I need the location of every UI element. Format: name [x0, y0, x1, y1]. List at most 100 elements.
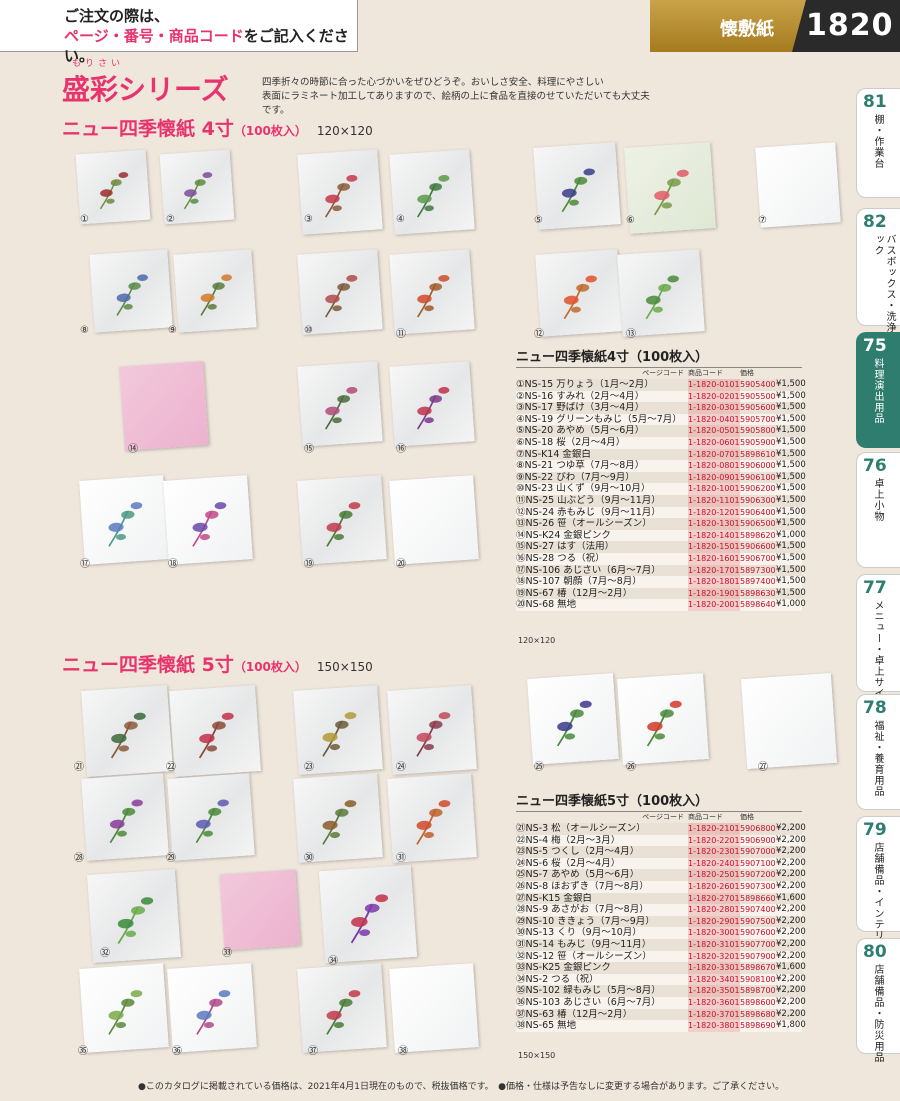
chapter-tab-78[interactable]: 78 福祉・養育用品 — [856, 694, 900, 810]
chapter-tab-76[interactable]: 76 卓上小物 — [856, 452, 900, 568]
floral-motif-icon — [563, 275, 597, 320]
thumbnail-number: ㉚ — [304, 853, 314, 864]
page-code: 1-1820-3001 — [688, 927, 740, 939]
thumbnail-number: ㊱ — [172, 1046, 182, 1057]
item-name: ⑯NS-28 つる（祝） — [516, 552, 605, 564]
table-row: ⑮NS-27 はす（法用） 1-1820-1501 5906600 ¥1,500 — [516, 541, 806, 553]
product-code: 5898660 — [740, 893, 776, 903]
price: ¥1,500 — [776, 494, 806, 505]
item-name: ㉗NS-K15 金銀白 — [516, 892, 592, 904]
chapter-tab-79[interactable]: 79 店舗備品・インテリア — [856, 816, 900, 952]
item-name: ⑭NS-K24 金銀ピンク — [516, 529, 611, 541]
page-code: 1-1820-0801 — [688, 460, 740, 472]
price: ¥2,200 — [776, 927, 806, 938]
floral-motif-icon — [183, 172, 213, 210]
page-code: 1-1820-1201 — [688, 506, 740, 519]
floral-motif-icon — [325, 274, 358, 318]
table-row: ㊱NS-103 あじさい（6月～7月） 1-1820-3601 5898600 ¥2,… — [516, 996, 806, 1009]
floral-motif-icon — [322, 800, 357, 845]
table-5sun-header: ページコード 商品コード 価格 — [516, 812, 802, 823]
product-code: 5907900 — [740, 951, 776, 961]
tab-label: 店舗備品・インテリア — [872, 842, 883, 952]
price: ¥2,200 — [776, 857, 806, 868]
item-name: ㉕NS-7 あやめ（5月～6月） — [516, 869, 640, 881]
price: ¥2,200 — [776, 869, 806, 880]
floral-motif-icon — [326, 502, 361, 547]
thumbnail-number: ⑩ — [304, 325, 313, 336]
item-name: ①NS-15 万りょう（1月～2月） — [516, 379, 654, 390]
footer-note: ●このカタログに掲載されている価格は、2021年4月1日現在のもので、税抜価格で… — [138, 1082, 785, 1092]
thumbnail-number: ⑰ — [80, 559, 90, 570]
table-row: ㉝NS-K25 金銀ピンク 1-1820-3301 5898670 ¥1,600 — [516, 962, 806, 974]
product-thumbnail — [293, 685, 383, 775]
product-thumbnail — [159, 149, 235, 225]
price: ¥1,600 — [776, 892, 806, 903]
chapter-tab-75[interactable]: 75 料理演出用品 — [856, 332, 900, 448]
product-code: 5898640 — [740, 600, 776, 610]
item-name: ㉑NS-3 松（オールシーズン） — [516, 823, 646, 834]
product-code: 5905800 — [740, 426, 776, 436]
page-code: 1-1820-2201 — [688, 834, 740, 847]
item-name: ㊳NS-65 無地 — [516, 1020, 577, 1032]
chapter-tab-77[interactable]: 77 メニュー・卓上サイン — [856, 574, 900, 710]
floral-motif-icon — [653, 169, 689, 216]
product-thumbnail — [297, 475, 387, 565]
product-code: 5905400 — [740, 380, 776, 389]
item-name: ⑰NS-106 あじさい（6月～7月） — [516, 564, 661, 576]
product-thumbnail — [79, 963, 169, 1053]
price: ¥1,500 — [776, 379, 806, 389]
chapter-tab-81[interactable]: 81 棚・作業台 — [856, 88, 900, 198]
floral-motif-icon — [116, 274, 149, 316]
page-code: 1-1820-1801 — [688, 576, 740, 588]
thumbnail-number: ⑱ — [168, 559, 178, 570]
product-thumbnail — [318, 864, 418, 964]
table-row: ㉟NS-102 緑もみじ（5月～8月） 1-1820-3501 5898700 ¥2,… — [516, 985, 806, 997]
page-code: 1-1820-3501 — [688, 985, 740, 997]
price: ¥2,200 — [776, 938, 806, 949]
floral-motif-icon — [417, 274, 450, 318]
price: ¥2,200 — [776, 973, 806, 984]
table-row: ⑤NS-20 あやめ（5月～6月） 1-1820-0501 5905800 ¥1,50… — [516, 425, 806, 437]
product-thumbnail — [119, 361, 209, 451]
table-row: ㉚NS-13 くり（9月～10月） 1-1820-3001 5907600 ¥2,20… — [516, 927, 806, 939]
product-code: 5906900 — [740, 835, 776, 845]
tab-number: 78 — [863, 698, 887, 718]
chapter-tab-80[interactable]: 80 店舗備品・防災用品 — [856, 938, 900, 1063]
table-row: ㉔NS-6 桜（2月～4月） 1-1820-2401 5907100 ¥2,200 — [516, 857, 806, 870]
floral-motif-icon — [322, 712, 357, 757]
item-name: ⑤NS-20 あやめ（5月～6月） — [516, 425, 645, 437]
floral-motif-icon — [99, 172, 129, 210]
price: ¥2,200 — [776, 996, 806, 1007]
product-code: 5907000 — [740, 847, 776, 857]
notice-highlight: ページ・番号・商品コード — [64, 27, 244, 45]
product-code: 5907200 — [740, 870, 776, 880]
floral-motif-icon — [325, 174, 358, 218]
price: ¥1,600 — [776, 962, 806, 973]
thumbnail-number: ⑧ — [80, 325, 89, 336]
series-title: 盛彩シリーズ — [62, 73, 229, 106]
item-name: ㉟NS-102 緑もみじ（5月～8月） — [516, 985, 661, 997]
floral-motif-icon — [192, 502, 227, 547]
table-row: ㉓NS-5 つくし（2月～4月） 1-1820-2301 5907000 ¥2,200 — [516, 846, 806, 858]
item-name: ⑦NS-K14 金銀白 — [516, 448, 591, 460]
table-row: ⑰NS-106 あじさい（6月～7月） 1-1820-1701 5897300 ¥1,… — [516, 564, 806, 577]
price: ¥1,000 — [776, 599, 806, 610]
thumbnail-number: ㉙ — [166, 853, 176, 864]
page-code: 1-1820-2801 — [688, 904, 740, 916]
floral-motif-icon — [198, 712, 234, 759]
section-4sun-title: ニュー四季懐紙 4寸（100枚入） 120×120 — [62, 114, 373, 141]
page-code: 1-1820-1301 — [688, 518, 740, 530]
item-name: ㉒NS-4 梅（2月～3月） — [516, 834, 621, 846]
tab-label: 卓上小物 — [872, 478, 883, 522]
chapter-tab-82[interactable]: 82 バスボックス・洗浄ラック — [856, 208, 900, 344]
floral-motif-icon — [108, 990, 143, 1035]
page-code: 1-1820-2401 — [688, 857, 740, 870]
floral-motif-icon — [417, 386, 450, 430]
thumbnail-number: ㉕ — [534, 762, 544, 773]
notice-rest: をご記入ください。 — [64, 27, 349, 65]
col-product-code: 商品コード — [688, 369, 723, 377]
product-thumbnail — [81, 685, 173, 777]
thumbnail-number: ㉞ — [328, 956, 338, 967]
product-code: 5898610 — [740, 449, 776, 459]
col-product-code: 商品コード — [688, 813, 723, 821]
